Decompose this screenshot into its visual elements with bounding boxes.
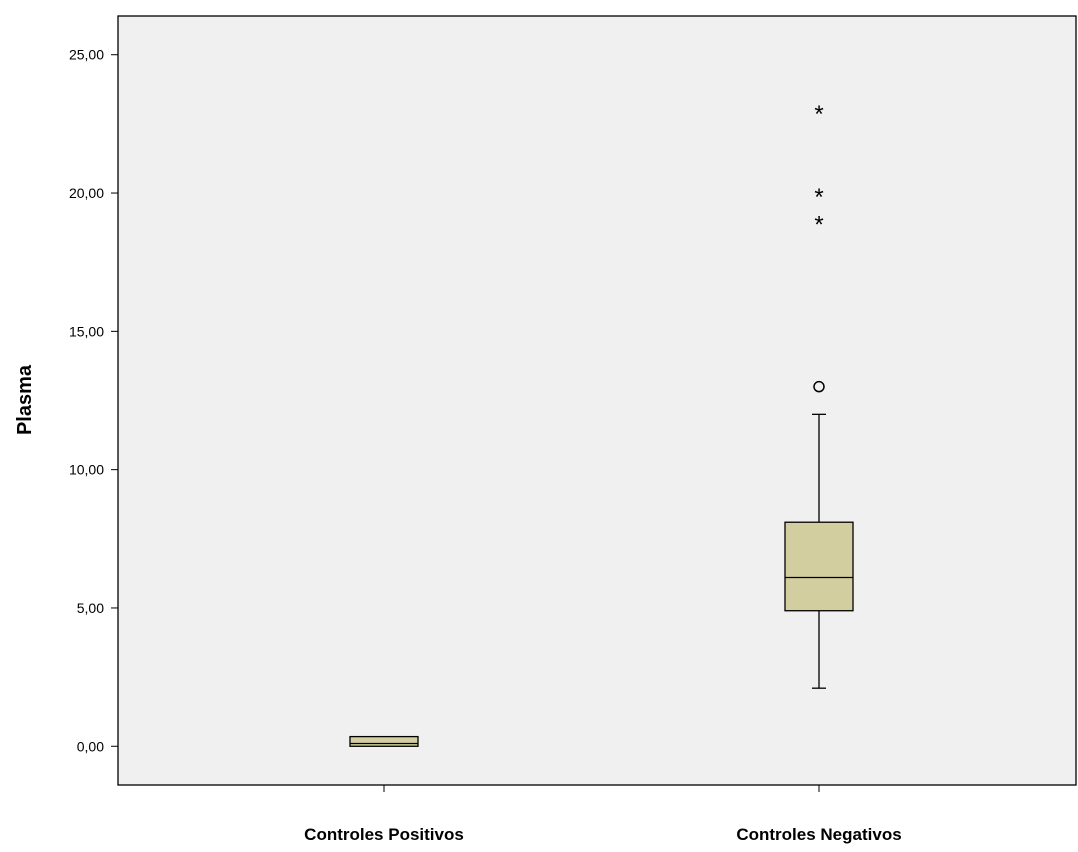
y-tick-label: 20,00 — [69, 185, 104, 201]
y-tick-label: 5,00 — [77, 600, 104, 616]
extreme-point: * — [814, 101, 823, 128]
y-axis-title: Plasma — [14, 364, 36, 435]
iqr-box — [784, 521, 854, 612]
y-axis-ticks: 25,00 20,00 15,00 10,00 5,00 0,00 — [69, 47, 118, 754]
extreme-point: * — [814, 184, 823, 211]
box-controles-positivos — [349, 735, 419, 747]
outlier-point — [813, 380, 825, 393]
y-tick-label: 25,00 — [69, 47, 104, 63]
x-category-label: Controles Positivos — [304, 825, 464, 844]
y-tick-label: 0,00 — [77, 738, 104, 754]
iqr-box — [349, 735, 419, 747]
box-controles-negativos: *** — [784, 101, 854, 689]
extreme-point: * — [814, 212, 823, 239]
x-axis-ticks: Controles Positivos Controles Negativos — [304, 785, 902, 844]
y-tick-label: 10,00 — [69, 462, 104, 478]
box-series: *** — [349, 101, 854, 747]
plot-area — [117, 15, 1077, 786]
x-category-label: Controles Negativos — [736, 825, 901, 844]
y-tick-label: 15,00 — [69, 323, 104, 339]
